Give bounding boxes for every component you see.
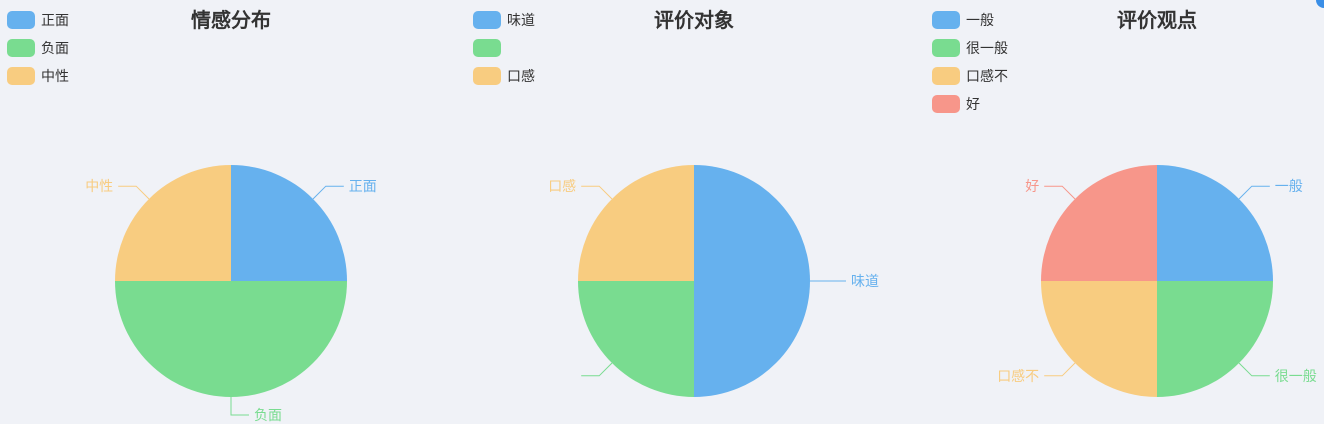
legend-label-average: 一般: [966, 10, 994, 30]
legend-item-neutral[interactable]: 中性: [7, 62, 69, 90]
sentiment-slice-label-1: 负面: [254, 408, 282, 424]
target-slice-0[interactable]: [694, 165, 810, 397]
legend-swatch-mouthfeel-not: [932, 67, 960, 85]
opinion-leader-line-1: [1239, 363, 1270, 376]
sentiment-legend: 正面 负面 中性: [7, 6, 69, 90]
legend-swatch-positive: [7, 11, 35, 29]
target-leader-line-2: [581, 186, 612, 199]
legend-item-good[interactable]: 好: [932, 90, 1008, 118]
opinion-chart-title: 评价观点: [1117, 4, 1197, 33]
legend-label-taste: 味道: [507, 10, 535, 30]
legend-swatch-neutral: [7, 67, 35, 85]
legend-item-blank[interactable]: [473, 34, 535, 62]
sentiment-slice-2[interactable]: [115, 165, 231, 281]
opinion-chart-panel: 一般 很一般 口感不好 评价观点 一般 很一般 口感不 好: [925, 0, 1324, 424]
sentiment-leader-line-2: [118, 186, 149, 199]
legend-swatch-very-average: [932, 39, 960, 57]
legend-item-mouthfeel[interactable]: 口感: [473, 62, 535, 90]
opinion-slice-label-2: 口感不: [997, 368, 1039, 385]
target-slice-1[interactable]: [578, 281, 694, 397]
opinion-leader-line-0: [1239, 186, 1270, 199]
legend-label-neutral: 中性: [41, 66, 69, 86]
legend-item-average[interactable]: 一般: [932, 6, 1008, 34]
opinion-leader-line-3: [1044, 186, 1075, 199]
legend-swatch-blank: [473, 39, 501, 57]
legend-swatch-taste: [473, 11, 501, 29]
legend-swatch-mouthfeel: [473, 67, 501, 85]
opinion-leader-line-2: [1044, 363, 1075, 376]
sentiment-slice-label-0: 正面: [349, 179, 377, 195]
opinion-slice-3[interactable]: [1041, 165, 1157, 281]
legend-label-negative: 负面: [41, 38, 69, 58]
target-slice-2[interactable]: [578, 165, 694, 281]
opinion-slice-1[interactable]: [1157, 281, 1273, 397]
sentiment-chart-title: 情感分布: [191, 4, 271, 33]
legend-label-good: 好: [966, 94, 980, 114]
sentiment-chart-panel: 正面 负面 中性 情感分布 正面 负面 中性: [0, 0, 441, 424]
opinion-legend: 一般 很一般 口感不 好: [932, 6, 1008, 118]
target-chart-panel: 味道 口感 评价对象 味道 口感: [466, 0, 907, 424]
opinion-slice-0[interactable]: [1157, 165, 1273, 281]
legend-label-mouthfeel-not: 口感不: [966, 66, 1008, 86]
legend-swatch-negative: [7, 39, 35, 57]
opinion-slice-label-1: 很一般: [1275, 369, 1317, 385]
target-leader-line-1: [581, 363, 612, 376]
sentiment-leader-line-1: [231, 397, 249, 415]
sentiment-slice-1[interactable]: [115, 281, 347, 397]
target-legend: 味道 口感: [473, 6, 535, 90]
target-slice-label-2: 口感: [548, 178, 576, 195]
legend-item-negative[interactable]: 负面: [7, 34, 69, 62]
legend-item-mouthfeel-not[interactable]: 口感不: [932, 62, 1008, 90]
legend-item-very-average[interactable]: 很一般: [932, 34, 1008, 62]
sentiment-leader-line-0: [313, 186, 344, 199]
legend-swatch-good: [932, 95, 960, 113]
legend-item-positive[interactable]: 正面: [7, 6, 69, 34]
target-chart-title: 评价对象: [654, 4, 734, 33]
opinion-slice-label-0: 一般: [1275, 179, 1303, 195]
legend-item-taste[interactable]: 味道: [473, 6, 535, 34]
legend-label-very-average: 很一般: [966, 38, 1008, 58]
target-slice-label-0: 味道: [851, 274, 879, 290]
opinion-slice-label-3: 好: [1025, 179, 1039, 195]
sentiment-slice-0[interactable]: [231, 165, 347, 281]
legend-label-mouthfeel: 口感: [507, 66, 535, 86]
opinion-slice-2[interactable]: [1041, 281, 1157, 397]
legend-label-positive: 正面: [41, 10, 69, 30]
legend-swatch-average: [932, 11, 960, 29]
sentiment-slice-label-2: 中性: [85, 179, 113, 195]
